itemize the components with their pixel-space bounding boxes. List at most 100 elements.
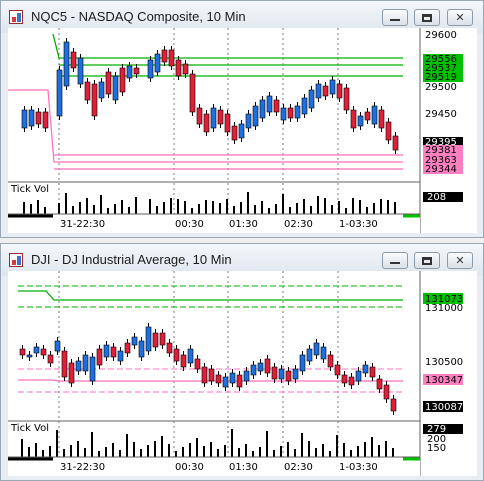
candle xyxy=(271,366,278,380)
volume-bar xyxy=(128,207,130,214)
chart-app-icon[interactable] xyxy=(9,253,23,267)
volume-bar xyxy=(259,447,261,457)
volume-bar xyxy=(170,198,172,214)
maximize-button[interactable] xyxy=(414,9,440,26)
volume-bar xyxy=(212,201,214,214)
candle xyxy=(357,115,364,127)
volume-bar xyxy=(231,429,233,457)
volume-bar xyxy=(303,199,305,214)
candle xyxy=(334,364,341,376)
volume-bar xyxy=(65,193,67,214)
volume-bar xyxy=(380,199,382,214)
candle xyxy=(327,354,334,368)
close-button[interactable]: ✕ xyxy=(447,252,473,269)
price-chart[interactable]: 131000 130500 131073 130347 130087 Tick … xyxy=(8,271,477,476)
volume-bar xyxy=(308,441,310,457)
candle xyxy=(301,97,308,115)
candle xyxy=(313,342,320,356)
volume-bar xyxy=(343,443,345,457)
price-tick: 29450 xyxy=(425,109,457,120)
title-bar[interactable]: DJI - DJ Industrial Average, 10 Min ✕ xyxy=(1,244,483,276)
candle xyxy=(378,109,385,129)
volume-bar xyxy=(268,208,270,214)
candle xyxy=(126,65,133,79)
volume-bar xyxy=(261,201,263,214)
volume-bar xyxy=(280,446,282,457)
volume-bar xyxy=(359,200,361,214)
minimize-button[interactable] xyxy=(382,252,408,269)
time-label: 00:30 xyxy=(175,462,204,473)
time-label: 31-22:30 xyxy=(60,219,105,230)
volume-bar xyxy=(175,451,177,457)
candle xyxy=(392,135,399,151)
volume-bar xyxy=(198,204,200,214)
candle xyxy=(61,350,68,378)
price-badge-resistance: 29556 xyxy=(425,54,457,65)
candle xyxy=(117,350,124,362)
volume-bar xyxy=(233,206,235,214)
volume-bar xyxy=(282,194,284,214)
chart-app-icon[interactable] xyxy=(9,10,23,24)
volume-bar xyxy=(177,199,179,214)
volume-bar xyxy=(149,199,151,214)
candle xyxy=(343,87,350,111)
candle xyxy=(33,346,40,354)
candle xyxy=(131,336,138,346)
volume-bar xyxy=(189,443,191,457)
candle xyxy=(390,398,397,412)
candle xyxy=(28,109,35,127)
time-label: 1-03:30 xyxy=(339,219,378,230)
title-bar[interactable]: NQC5 - NASDAQ Composite, 10 Min ✕ xyxy=(1,1,483,33)
price-chart[interactable]: 29600 29500 29450 29556 29537 29519 2939… xyxy=(8,28,477,233)
candle xyxy=(175,59,182,77)
volume-bar xyxy=(352,198,354,214)
volume-bar xyxy=(154,441,156,457)
candle xyxy=(383,384,390,400)
chart-canvas[interactable]: 131000 130500 131073 130347 130087 Tick … xyxy=(8,271,477,476)
candle xyxy=(68,362,75,384)
candle xyxy=(385,121,392,141)
nasdaq-chart-window: NQC5 - NASDAQ Composite, 10 Min ✕ xyxy=(0,0,484,238)
candle xyxy=(252,105,259,127)
candle xyxy=(292,368,299,380)
candle xyxy=(238,123,245,139)
last-price-badge: 29395 xyxy=(425,137,457,148)
candle xyxy=(152,332,159,348)
candle xyxy=(376,378,383,390)
candle xyxy=(224,113,231,133)
candle xyxy=(91,83,98,117)
candle xyxy=(350,109,357,129)
volume-bar xyxy=(58,203,60,214)
volume-bar xyxy=(217,449,219,457)
time-label: 02:30 xyxy=(284,219,313,230)
candle xyxy=(77,57,84,85)
candle xyxy=(273,99,280,113)
candle xyxy=(308,89,315,109)
minimize-button[interactable] xyxy=(382,9,408,26)
volume-bar xyxy=(252,451,254,457)
chart-canvas[interactable]: 29600 29500 29450 29556 29537 29519 2939… xyxy=(8,28,477,233)
candle xyxy=(259,99,266,119)
candle xyxy=(168,49,175,67)
volume-bar xyxy=(147,445,149,457)
price-badge-support: 130347 xyxy=(425,375,463,386)
candle xyxy=(243,370,250,382)
candle xyxy=(112,75,119,101)
candle xyxy=(26,354,33,358)
candle xyxy=(208,368,215,382)
volume-bar xyxy=(77,441,79,457)
volume-bar xyxy=(70,445,72,457)
candle xyxy=(250,364,257,376)
close-button[interactable]: ✕ xyxy=(447,9,473,26)
volume-bar xyxy=(219,203,221,214)
volume-bar xyxy=(196,438,198,457)
time-label: 02:30 xyxy=(284,462,313,473)
volume-bar xyxy=(245,444,247,457)
volume-bar xyxy=(49,446,51,457)
volume-bar xyxy=(63,449,65,457)
maximize-button[interactable] xyxy=(414,252,440,269)
candle xyxy=(287,107,294,119)
candle xyxy=(203,113,210,133)
candle xyxy=(98,81,105,99)
candle xyxy=(145,326,152,352)
